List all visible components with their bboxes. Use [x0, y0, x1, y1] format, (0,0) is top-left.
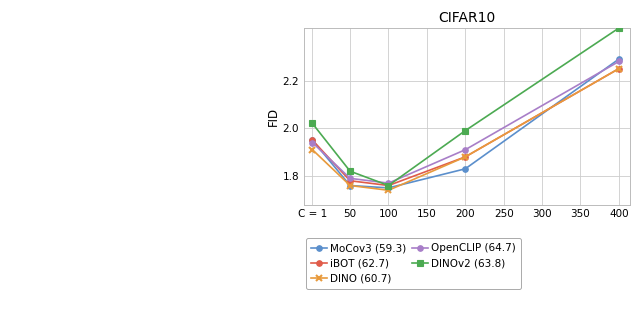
OpenCLIP (64.7) [308, 141, 316, 145]
Line: OpenCLIP (64.7): OpenCLIP (64.7) [310, 59, 621, 186]
MoCov3 (59.3) [461, 167, 469, 171]
MoCov3 (59.3) [385, 186, 392, 190]
DINO (60.7) [461, 155, 469, 159]
Y-axis label: FID: FID [267, 107, 280, 126]
iBOT (62.7) [346, 179, 354, 183]
DINOv2 (63.8) [308, 121, 316, 125]
iBOT (62.7) [385, 183, 392, 187]
DINO (60.7) [346, 183, 354, 187]
Line: DINO (60.7): DINO (60.7) [310, 66, 621, 193]
DINO (60.7) [385, 188, 392, 192]
DINOv2 (63.8) [615, 26, 623, 30]
Line: MoCov3 (59.3): MoCov3 (59.3) [310, 56, 621, 191]
Title: CIFAR10: CIFAR10 [438, 12, 496, 25]
MoCov3 (59.3) [615, 57, 623, 61]
DINOv2 (63.8) [346, 169, 354, 173]
iBOT (62.7) [308, 138, 316, 142]
iBOT (62.7) [461, 155, 469, 159]
OpenCLIP (64.7) [385, 181, 392, 185]
MoCov3 (59.3) [346, 183, 354, 187]
Line: DINOv2 (63.8): DINOv2 (63.8) [310, 25, 621, 188]
OpenCLIP (64.7) [615, 59, 623, 63]
OpenCLIP (64.7) [461, 148, 469, 152]
Legend: MoCov3 (59.3), iBOT (62.7), DINO (60.7), OpenCLIP (64.7), DINOv2 (63.8): MoCov3 (59.3), iBOT (62.7), DINO (60.7),… [306, 238, 521, 289]
MoCov3 (59.3) [308, 138, 316, 142]
DINOv2 (63.8) [461, 129, 469, 133]
OpenCLIP (64.7) [346, 176, 354, 180]
DINO (60.7) [615, 67, 623, 71]
Line: iBOT (62.7): iBOT (62.7) [310, 66, 621, 188]
DINOv2 (63.8) [385, 183, 392, 187]
iBOT (62.7) [615, 67, 623, 71]
DINO (60.7) [308, 148, 316, 152]
